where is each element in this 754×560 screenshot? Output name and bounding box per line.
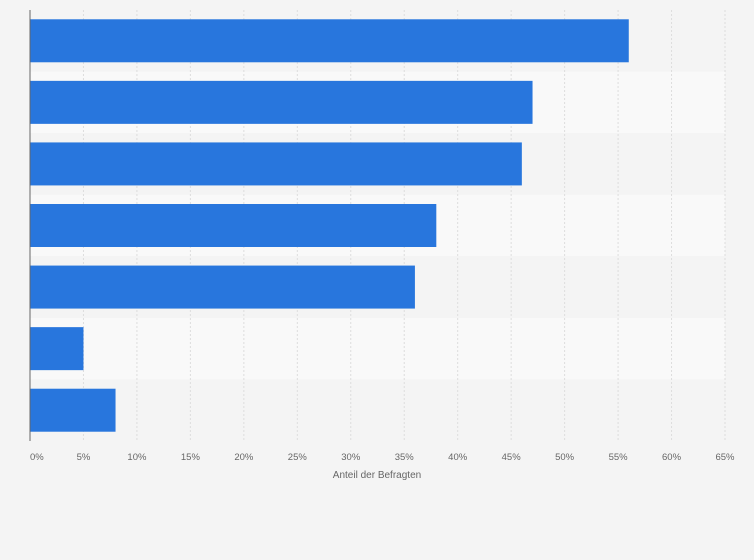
x-tick-label: 55% bbox=[609, 452, 629, 463]
bar[interactable] bbox=[30, 19, 629, 63]
x-axis-label: Anteil der Befragten bbox=[333, 470, 421, 481]
x-tick-label: 40% bbox=[448, 452, 468, 463]
x-tick-label: 20% bbox=[234, 452, 254, 463]
x-tick-label: 25% bbox=[288, 452, 308, 463]
x-tick-label: 0% bbox=[30, 452, 44, 463]
x-tick-label: 45% bbox=[502, 452, 522, 463]
row-band bbox=[30, 317, 725, 380]
bar[interactable] bbox=[30, 80, 533, 124]
x-tick-label: 60% bbox=[662, 452, 682, 463]
row-band bbox=[30, 379, 725, 441]
x-tick-label: 30% bbox=[341, 452, 361, 463]
bar[interactable] bbox=[30, 265, 415, 309]
x-tick-label: 35% bbox=[395, 452, 415, 463]
x-tick-label: 5% bbox=[77, 452, 91, 463]
bar[interactable] bbox=[30, 327, 84, 371]
x-tick-label: 15% bbox=[181, 452, 201, 463]
bar[interactable] bbox=[30, 388, 116, 432]
x-tick-label: 50% bbox=[555, 452, 575, 463]
x-tick-label: 10% bbox=[127, 452, 147, 463]
bar[interactable] bbox=[30, 204, 437, 247]
x-tick-labels: 0% 5% 10% 15% 20% 25% 30% 35% 40% 45% 50% 55% 60% 65% bbox=[30, 452, 735, 463]
bar[interactable] bbox=[30, 142, 522, 186]
x-tick-label: 65% bbox=[715, 452, 735, 463]
bars bbox=[30, 19, 629, 432]
